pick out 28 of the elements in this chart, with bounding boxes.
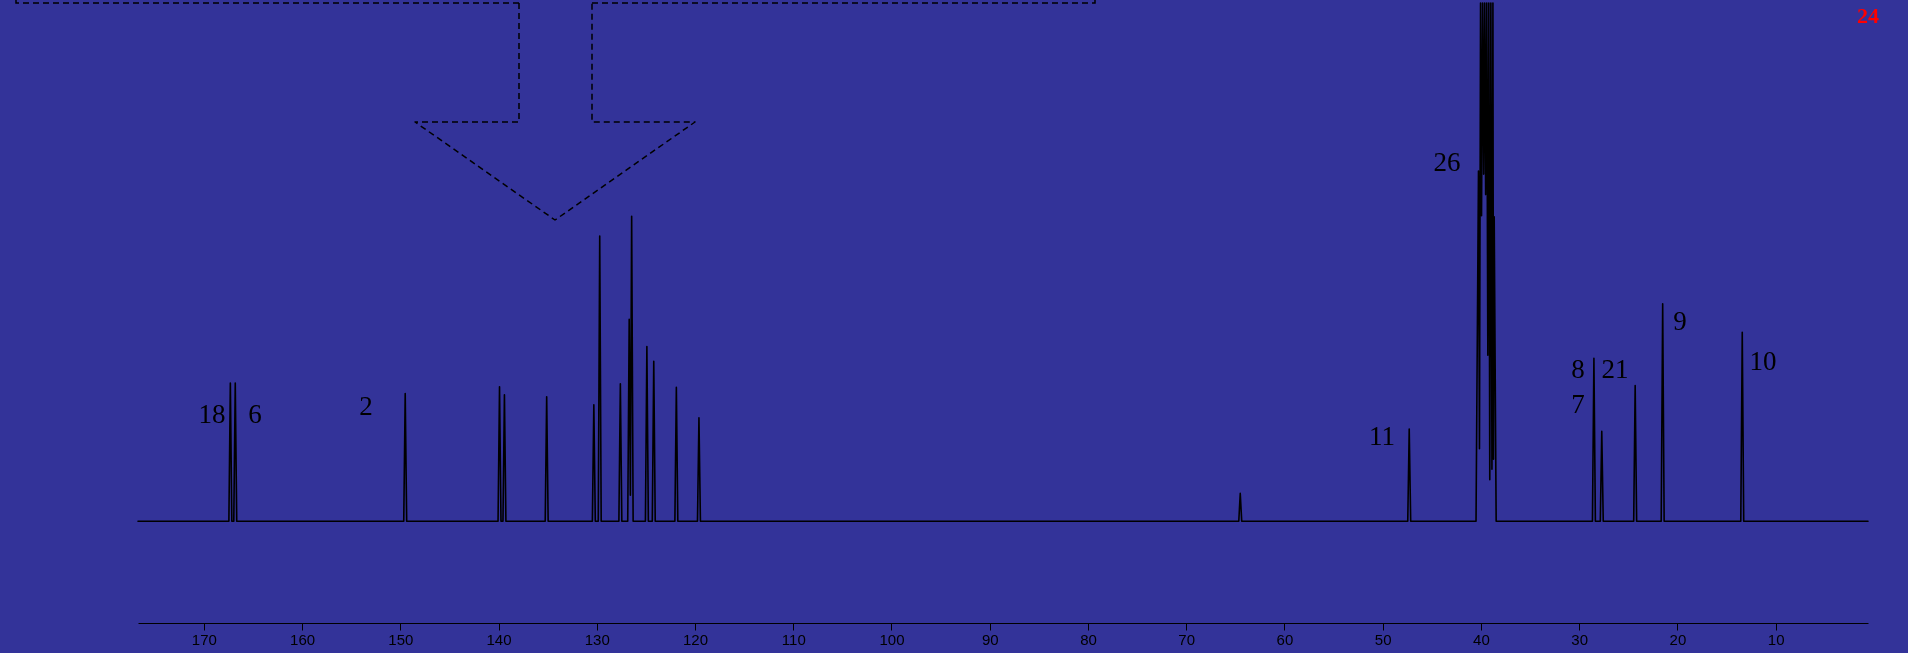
x-tick-label: 160 (290, 630, 316, 648)
x-tick-label: 170 (191, 630, 217, 648)
x-tick-label: 20 (1669, 630, 1687, 648)
x-tick-label: 60 (1276, 630, 1294, 648)
annotation: 2 (359, 390, 373, 421)
annotation: 26 (1433, 146, 1461, 177)
x-tick-label: 70 (1178, 630, 1196, 648)
x-tick-label: 140 (486, 630, 512, 648)
x-tick-label: 120 (683, 630, 709, 648)
x-tick-label: 130 (584, 630, 610, 648)
annotation: 11 (1369, 420, 1395, 451)
annotation: 6 (248, 398, 262, 429)
annotation: 7 (1571, 388, 1585, 419)
x-tick-label: 40 (1473, 630, 1490, 648)
annotation: 18 (198, 398, 226, 429)
annotation: 8 (1571, 353, 1585, 384)
annotation: 21 (1601, 353, 1629, 384)
x-tick-label: 100 (879, 630, 905, 648)
annotation: 10 (1749, 345, 1777, 376)
x-tick-label: 10 (1767, 630, 1785, 648)
x-tick-label: 110 (781, 630, 806, 648)
annotation: 9 (1673, 305, 1687, 336)
x-tick-label: 80 (1080, 630, 1097, 648)
x-tick-label: 150 (388, 630, 414, 648)
x-tick-label: 30 (1571, 630, 1589, 648)
x-tick-label: 90 (981, 630, 999, 648)
x-tick-label: 50 (1374, 630, 1392, 648)
annotation: 24 (1857, 3, 1879, 28)
